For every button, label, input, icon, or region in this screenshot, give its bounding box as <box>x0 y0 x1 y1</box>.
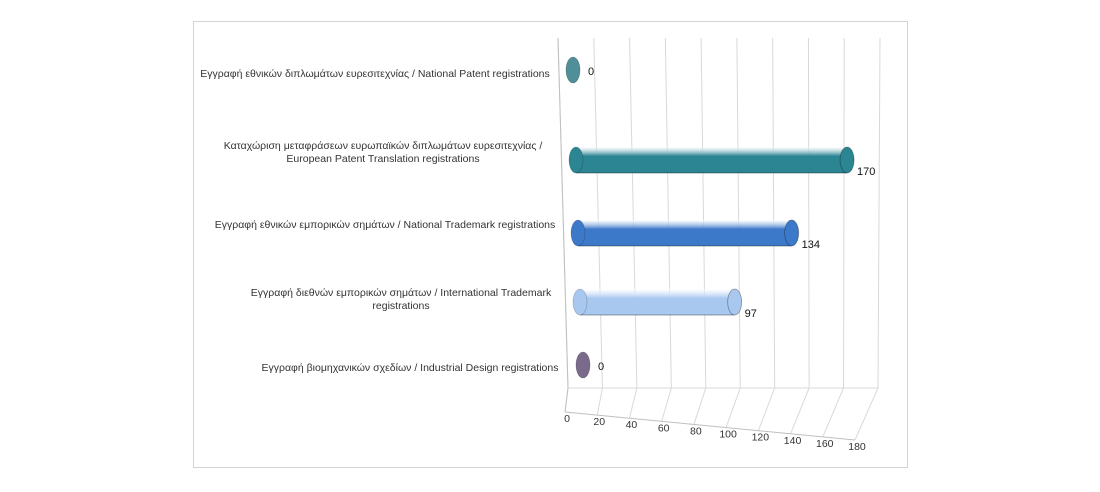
floor-gridline <box>596 387 603 416</box>
gridline <box>736 37 741 389</box>
category-label: Εγγραφή βιομηχανικών σχεδίων / Industria… <box>215 362 605 375</box>
floor-gridline <box>725 387 741 428</box>
bar-base-cap <box>572 288 588 316</box>
category-label: Καταχώριση μεταφράσεων ευρωπαϊκών διπλωμ… <box>188 140 578 166</box>
bar-end-cap <box>839 146 855 174</box>
gridline <box>700 37 707 389</box>
gridline <box>877 37 881 389</box>
bar-body <box>578 220 792 246</box>
category-label: Εγγραφή εθνικών εμπορικών σημάτων / Nati… <box>190 219 580 232</box>
floor-gridline <box>757 387 776 431</box>
left-wall-edge <box>557 37 569 389</box>
x-tick-label: 180 <box>848 441 866 453</box>
floor-gridline <box>854 387 879 441</box>
category-label-line: registrations <box>372 300 430 312</box>
bar-zero-cap <box>575 351 591 379</box>
bar-end-cap <box>784 219 800 247</box>
gridline <box>593 37 603 389</box>
category-label-line: Εγγραφή διεθνών εμπορικών σημάτων / Inte… <box>250 287 552 299</box>
floor-gridline <box>822 387 845 438</box>
category-label: Εγγραφή εθνικών διπλωμάτων ευρεσιτεχνίας… <box>180 68 570 81</box>
bar-base-cap <box>568 146 584 174</box>
floor-gridline <box>790 387 810 434</box>
data-label: 97 <box>745 308 757 320</box>
x-tick-label: 80 <box>690 425 702 437</box>
data-label: 134 <box>802 239 820 251</box>
gridline <box>772 37 776 389</box>
x-tick-label: 0 <box>564 413 570 425</box>
data-label: 170 <box>857 166 875 178</box>
floor-gridline <box>661 387 672 422</box>
x-tick-label: 20 <box>593 416 605 428</box>
bar-body <box>576 147 848 173</box>
data-label: 0 <box>598 361 604 373</box>
floor-left-edge <box>564 387 569 413</box>
category-label-line: Εγγραφή εθνικών διπλωμάτων ευρεσιτεχνίας… <box>200 68 550 80</box>
floor-gridline <box>628 387 638 419</box>
x-tick-label: 40 <box>626 419 638 431</box>
x-tick-label: 140 <box>784 435 802 447</box>
bar-body <box>580 289 735 315</box>
category-label-line: Καταχώριση μεταφράσεων ευρωπαϊκών διπλωμ… <box>223 140 543 152</box>
floor-gridline <box>693 387 707 425</box>
category-label-line: Εγγραφή βιομηχανικών σχεδίων / Industria… <box>261 362 559 374</box>
x-tick-label: 160 <box>816 438 834 450</box>
category-label: Εγγραφή διεθνών εμπορικών σημάτων / Inte… <box>206 287 596 313</box>
bar-zero-cap <box>565 56 581 84</box>
x-tick-label: 60 <box>658 422 670 434</box>
floor-front-edge <box>564 411 856 441</box>
x-tick-label: 100 <box>719 429 737 441</box>
data-label: 0 <box>588 66 594 78</box>
gridline <box>664 37 672 389</box>
category-label-line: Εγγραφή εθνικών εμπορικών σημάτων / Nati… <box>214 219 556 231</box>
category-label-line: European Patent Translation registration… <box>286 153 480 165</box>
gridline <box>843 37 845 389</box>
gridline <box>807 37 810 389</box>
x-tick-label: 120 <box>752 432 770 444</box>
gridline <box>629 37 638 389</box>
bar-end-cap <box>727 288 743 316</box>
bar-base-cap <box>570 219 586 247</box>
